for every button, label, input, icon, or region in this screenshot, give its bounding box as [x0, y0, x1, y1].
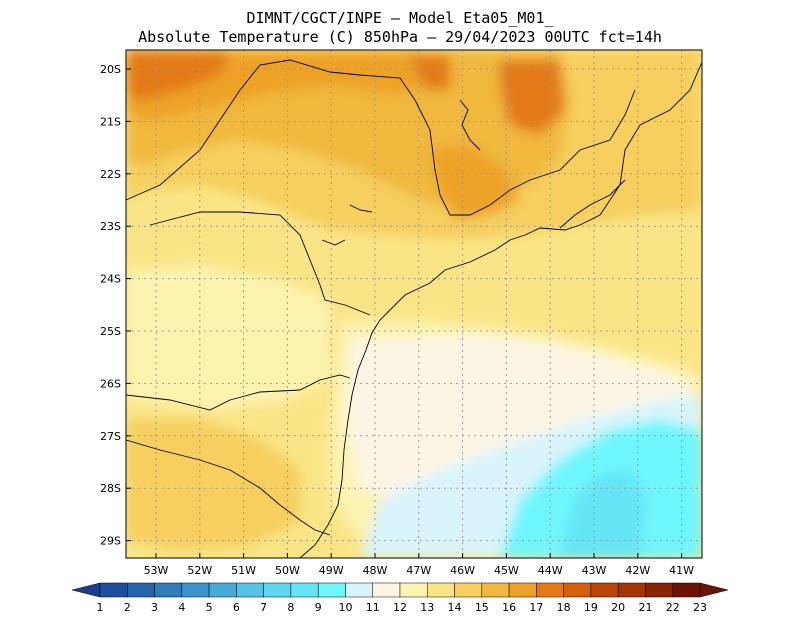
lon-label: 52W [187, 564, 212, 577]
colorbar-label: 19 [584, 601, 598, 614]
colorbar-label: 12 [393, 601, 407, 614]
lat-label: 29S [100, 535, 121, 548]
state-border-sp-pr [149, 211, 371, 316]
colorbar-label: 16 [502, 601, 516, 614]
colorbar-segment [208, 582, 237, 598]
lon-label: 47W [406, 564, 431, 577]
lat-label: 23S [100, 220, 121, 233]
reservoir-2 [349, 204, 373, 213]
lat-label: 21S [100, 115, 121, 128]
colorbar-segment [345, 582, 373, 598]
coastline-and-borders [126, 59, 702, 558]
colorbar-segment [563, 582, 592, 598]
colorbar-label: 23 [693, 601, 707, 614]
colorbar-segment [263, 582, 292, 598]
lat-lon-grid [126, 50, 702, 558]
colorbar-arrow-left [71, 582, 101, 598]
colorbar-label: 3 [151, 601, 158, 614]
state-border-rj [559, 179, 626, 229]
colorbar-segment [154, 582, 183, 598]
colorbar-label: 11 [366, 601, 380, 614]
lon-label: 48W [363, 564, 388, 577]
colorbar-segment [181, 582, 210, 598]
temperature-field [126, 50, 702, 558]
lon-label: 42W [625, 564, 650, 577]
lat-label: 24S [100, 273, 121, 286]
reservoir-1 [459, 99, 481, 151]
colorbar-segment [399, 582, 428, 598]
colorbar [71, 582, 729, 598]
colorbar-segment [127, 582, 155, 598]
colorbar-label: 17 [529, 601, 543, 614]
colorbar-label: 13 [420, 601, 434, 614]
colorbar-label: 7 [260, 601, 267, 614]
colorbar-segment [508, 582, 537, 598]
lon-label: 53W [144, 564, 169, 577]
lon-label: 45W [494, 564, 519, 577]
latitude-labels: 20S 21S 22S 23S 24S 25S 26S 27S 28S 29S [100, 63, 131, 548]
lon-label: 44W [538, 564, 563, 577]
colorbar-segment [590, 582, 619, 598]
plot-frame [125, 49, 703, 559]
colorbar-segment [617, 582, 646, 598]
colorbar-label: 10 [338, 601, 352, 614]
state-border-mg-sp [126, 59, 636, 216]
lat-label: 25S [100, 325, 121, 338]
lon-label: 46W [450, 564, 475, 577]
colorbar-segment [454, 582, 483, 598]
state-border-sc-rs [126, 439, 331, 536]
colorbar-label: 9 [315, 601, 322, 614]
colorbar-label: 8 [287, 601, 294, 614]
colorbar-label: 18 [557, 601, 571, 614]
colorbar-label: 15 [475, 601, 489, 614]
colorbar-segment [236, 582, 264, 598]
colorbar-segment [99, 582, 128, 598]
longitude-labels: 53W 52W 51W 50W 49W 48W 47W 46W 45W 44W 43W 42W 41W [144, 553, 694, 577]
lon-label: 49W [319, 564, 344, 577]
colorbar-label: 14 [448, 601, 462, 614]
reservoir-3 [321, 239, 346, 246]
colorbar-label: 20 [611, 601, 625, 614]
colorbar-label: 1 [97, 601, 104, 614]
coastline [299, 61, 702, 558]
lon-label: 51W [231, 564, 256, 577]
state-border-pr-sc [126, 374, 351, 411]
colorbar-label: 21 [638, 601, 652, 614]
colorbar-segment [672, 582, 701, 598]
colorbar-segment [427, 582, 455, 598]
lat-label: 22S [100, 168, 121, 181]
colorbar-label: 22 [666, 601, 680, 614]
colorbar-segment [645, 582, 673, 598]
colorbar-segment [317, 582, 346, 598]
lat-label: 26S [100, 377, 121, 390]
colorbar-segment [372, 582, 401, 598]
map-title-line2: Absolute Temperature (C) 850hPa – 29/04/… [138, 28, 662, 46]
colorbar-segment [481, 582, 510, 598]
colorbar-labels: 1 2 3 4 5 6 7 8 9 10 11 12 13 14 15 16 17 18 19 20 21 22 23 [97, 601, 708, 614]
lat-label: 20S [100, 63, 121, 76]
colorbar-segment [536, 582, 564, 598]
colorbar-segment [290, 582, 319, 598]
map-title-line1: DIMNT/CGCT/INPE – Model Eta05_M01_ [246, 9, 554, 27]
lon-label: 50W [275, 564, 300, 577]
colorbar-label: 4 [178, 601, 185, 614]
colorbar-label: 6 [233, 601, 240, 614]
lat-label: 27S [100, 430, 121, 443]
colorbar-label: 2 [124, 601, 131, 614]
lon-label: 43W [582, 564, 607, 577]
colorbar-label: 5 [206, 601, 213, 614]
colorbar-arrow-right [699, 582, 729, 598]
lon-label: 41W [669, 564, 694, 577]
lat-label: 28S [100, 482, 121, 495]
